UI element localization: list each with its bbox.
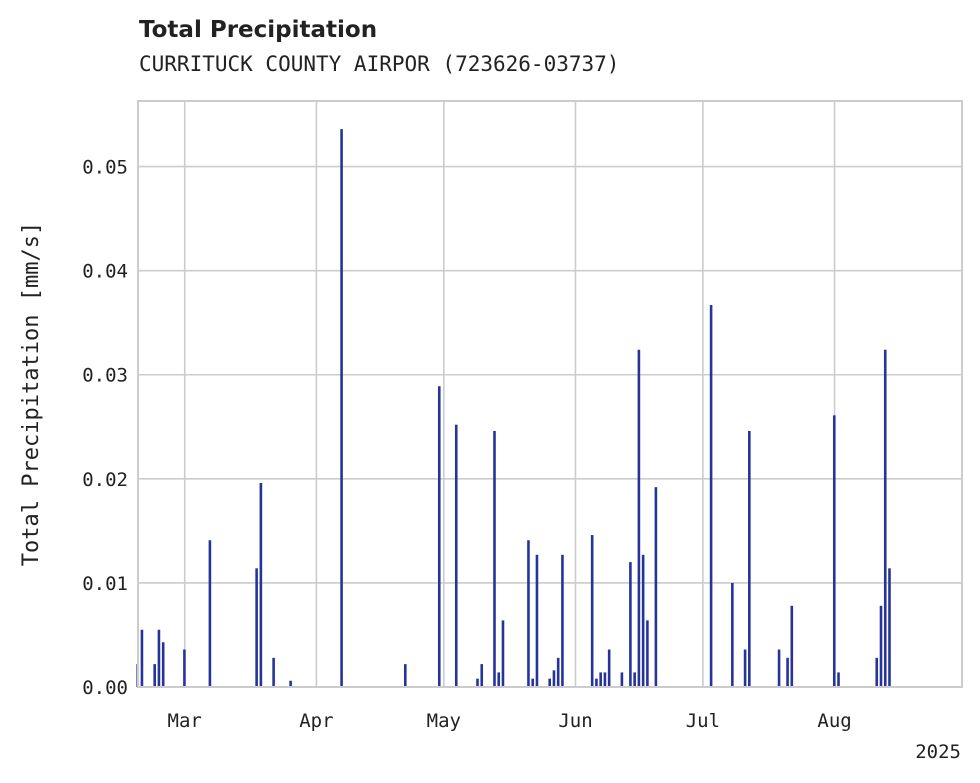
precipitation-bar: [879, 605, 883, 687]
y-tick-label: 0.03: [82, 365, 128, 387]
precipitation-bar: [255, 568, 258, 687]
precipitation-bar: [748, 430, 751, 687]
y-tick-label: 0.00: [82, 677, 128, 699]
precipitation-bar: [548, 678, 551, 687]
x-tick-label: Apr: [299, 710, 333, 732]
x-axis-year-label: 2025: [915, 741, 961, 763]
y-tick-label: 0.02: [82, 469, 128, 491]
precipitation-bar: [590, 535, 594, 687]
precipitation-bar: [535, 554, 539, 687]
precipitation-bar: [883, 349, 887, 687]
x-tick-label: Aug: [817, 710, 851, 732]
precipitation-bar: [786, 657, 789, 687]
y-tick-label: 0.01: [82, 573, 128, 595]
chart-title: Total Precipitation: [139, 17, 378, 43]
precipitation-bar: [743, 649, 747, 687]
precipitation-bar: [493, 430, 496, 687]
precipitation-bar: [709, 305, 713, 687]
precipitation-bar: [607, 649, 611, 687]
precipitation-bar: [888, 568, 891, 687]
precipitation-bar: [646, 620, 649, 687]
precipitation-bar: [272, 657, 275, 687]
precipitation-bar: [183, 649, 186, 687]
precipitation-bar: [637, 349, 641, 687]
y-tick-label: 0.05: [82, 157, 128, 179]
precipitation-bar: [633, 672, 636, 687]
x-tick-label: Jun: [558, 710, 592, 732]
precipitation-bar: [620, 672, 624, 687]
precipitation-bar: [527, 540, 530, 687]
precipitation-bar: [208, 540, 212, 687]
y-axis-ticks: 0.00 0.01 0.02 0.03 0.04 0.05: [82, 157, 128, 699]
precipitation-bar: [501, 620, 505, 687]
precipitation-bar: [837, 672, 840, 687]
precipitation-bar: [476, 678, 479, 687]
precipitation-bars: [136, 129, 891, 688]
precipitation-bar: [140, 629, 144, 687]
precipitation-bar: [161, 642, 165, 687]
x-tick-label: Mar: [168, 710, 202, 732]
x-axis-ticks: Mar Apr May Jun Jul Aug: [168, 710, 852, 732]
precipitation-bar: [629, 562, 632, 687]
precipitation-bar: [403, 664, 407, 687]
precipitation-bar: [480, 664, 484, 687]
precipitation-bar: [340, 129, 343, 688]
precipitation-bar: [875, 657, 879, 687]
chart-subtitle: CURRITUCK COUNTY AIRPOR (723626-03737): [139, 52, 620, 76]
precipitation-bar: [599, 672, 602, 687]
precipitation-bar: [641, 554, 645, 687]
precipitation-bar: [731, 582, 734, 687]
precipitation-bar: [259, 482, 263, 687]
x-tick-label: May: [427, 710, 461, 732]
precipitation-bar: [531, 678, 535, 687]
precipitation-bar: [497, 672, 501, 687]
precipitation-bar: [603, 672, 607, 687]
precipitation-bar: [437, 386, 441, 687]
precipitation-bar: [153, 664, 156, 687]
precipitation-bar: [556, 657, 560, 687]
precipitation-bar: [454, 424, 458, 687]
precipitation-bar: [157, 629, 161, 687]
x-tick-label: Jul: [686, 710, 720, 732]
precipitation-bar: [595, 678, 598, 687]
plot-frame: [137, 100, 963, 688]
y-tick-label: 0.04: [82, 261, 128, 283]
precipitation-bar: [289, 680, 292, 687]
precipitation-bar: [552, 670, 556, 687]
y-axis-label: Total Precipitation [mm/s]: [19, 222, 44, 566]
precipitation-bar: [654, 487, 658, 687]
precipitation-bar: [561, 554, 564, 687]
precipitation-bar: [832, 415, 836, 687]
precipitation-bar: [777, 649, 781, 687]
grid-lines: [138, 101, 962, 687]
precipitation-bar: [790, 605, 794, 687]
